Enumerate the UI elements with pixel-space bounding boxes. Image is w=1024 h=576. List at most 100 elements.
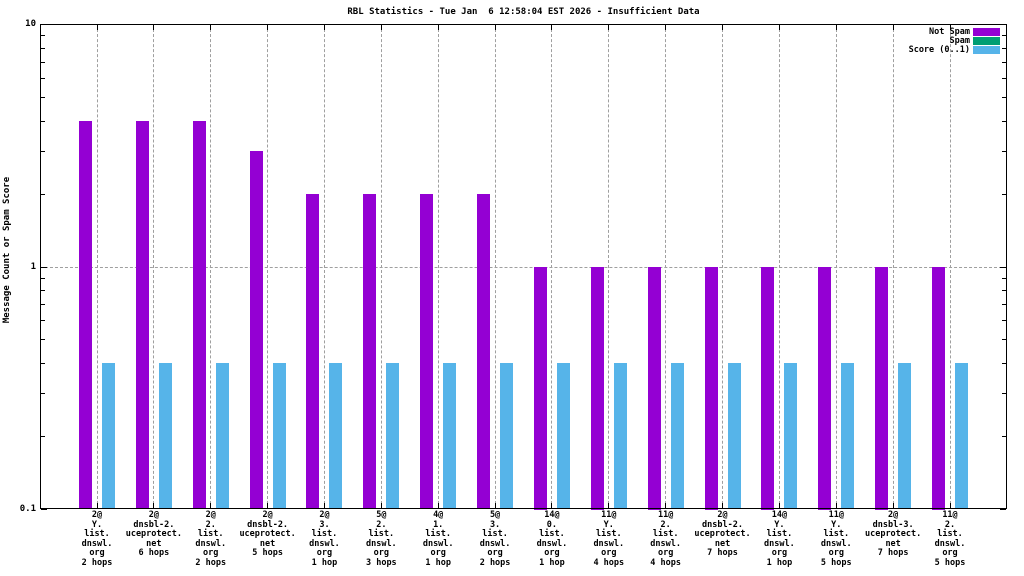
x-gridline	[665, 24, 667, 509]
bar-score	[784, 363, 798, 509]
bar-score	[500, 363, 514, 509]
y-tick-label: 10	[25, 19, 36, 29]
x-tick-top	[494, 25, 496, 30]
bar-score	[102, 363, 115, 509]
bar-score	[272, 363, 286, 509]
bar-not-spam	[932, 267, 945, 510]
x-tick-top	[551, 25, 553, 30]
x-tick-top	[608, 25, 610, 30]
y-tick-minor-left	[41, 151, 45, 152]
bar-score	[613, 363, 627, 509]
y-tick-minor-left	[41, 304, 45, 305]
bar-score	[158, 363, 172, 509]
y-tick-minor-right	[1002, 290, 1006, 291]
x-tick-bottom	[778, 503, 780, 508]
x-tick-bottom	[153, 503, 155, 508]
x-category-label: 14@ 0. list. dnswl. org 1 hop	[536, 510, 568, 568]
x-tick-bottom	[892, 503, 894, 508]
bar-not-spam	[875, 267, 889, 510]
x-tick-top	[665, 25, 667, 30]
y-tick-minor-left	[41, 278, 45, 279]
y-tick-major-left	[41, 509, 47, 510]
y-tick-major-right	[1000, 509, 1006, 510]
x-category-label: 14@ Y. list. dnswl. org 1 hop	[764, 510, 795, 568]
x-gridline	[437, 24, 439, 509]
x-gridline	[494, 24, 496, 509]
x-tick-bottom	[323, 503, 325, 508]
legend-label: Spam	[949, 35, 970, 46]
x-tick-bottom	[267, 503, 269, 508]
y-axis-title: Message Count or Spam Score	[2, 176, 12, 324]
bar-score	[955, 363, 968, 509]
x-gridline	[267, 24, 269, 509]
plot-border	[40, 24, 1007, 509]
y-tick-minor-left	[41, 363, 45, 364]
chart-title: RBL Statistics - Tue Jan 6 12:58:04 EST …	[347, 7, 700, 17]
x-tick-top	[778, 25, 780, 30]
y-tick-minor-left	[41, 393, 45, 394]
bar-not-spam	[590, 267, 604, 510]
bar-not-spam	[761, 267, 775, 510]
y-tick-minor-right	[1002, 78, 1006, 79]
x-gridline	[778, 24, 780, 509]
y-tick-minor-right	[1002, 339, 1006, 340]
y-tick-minor-left	[41, 339, 45, 340]
x-tick-bottom	[437, 503, 439, 508]
x-gridline	[551, 24, 553, 509]
y-tick-minor-left	[41, 62, 45, 63]
x-tick-top	[96, 25, 98, 30]
y-tick-minor-left	[41, 48, 45, 49]
bar-not-spam	[79, 121, 92, 509]
bar-score	[215, 363, 229, 509]
y-tick-major-left	[41, 24, 47, 25]
y-gridline-1	[40, 267, 1007, 268]
x-gridline	[380, 24, 382, 509]
x-gridline	[892, 24, 894, 509]
x-gridline	[722, 24, 724, 509]
bar-not-spam	[704, 267, 718, 510]
x-category-label: 2@ 3. list. dnswl. org 1 hop	[309, 510, 340, 568]
y-tick-minor-right	[1002, 62, 1006, 63]
y-tick-minor-left	[41, 78, 45, 79]
x-tick-bottom	[722, 503, 724, 508]
x-category-label: 5@ 3. list. dnswl. org 2 hops	[479, 510, 511, 568]
legend-swatch-spam	[973, 36, 1000, 45]
x-category-label: 11@ 2. list. dnswl. org 5 hops	[934, 510, 966, 568]
bar-not-spam	[533, 267, 547, 510]
x-tick-top	[835, 25, 837, 30]
y-tick-minor-left	[41, 436, 45, 437]
legend-label: Score (0..1)	[908, 45, 970, 56]
y-tick-minor-left	[41, 121, 45, 122]
x-tick-top	[380, 25, 382, 30]
y-tick-minor-right	[1002, 393, 1006, 394]
x-tick-top	[153, 25, 155, 30]
y-tick-minor-right	[1002, 151, 1006, 152]
x-tick-bottom	[835, 503, 837, 508]
x-tick-top	[210, 25, 212, 30]
x-gridline	[608, 24, 610, 509]
legend-swatch-score-0-1-	[973, 46, 1000, 55]
bar-score	[329, 363, 343, 509]
bar-not-spam	[135, 121, 149, 509]
y-tick-minor-left	[41, 194, 45, 195]
y-tick-minor-right	[1002, 121, 1006, 122]
y-tick-minor-right	[1002, 363, 1006, 364]
bar-not-spam	[477, 194, 491, 509]
x-tick-bottom	[210, 503, 212, 508]
y-tick-minor-left	[41, 290, 45, 291]
y-tick-minor-right	[1002, 35, 1006, 36]
x-gridline	[96, 24, 98, 509]
y-tick-minor-right	[1002, 320, 1006, 321]
bar-not-spam	[420, 194, 434, 509]
x-tick-bottom	[494, 503, 496, 508]
x-gridline	[949, 24, 951, 509]
x-tick-bottom	[380, 503, 382, 508]
x-gridline	[210, 24, 212, 509]
x-category-label: 11@ 2. list. dnswl. org 4 hops	[650, 510, 682, 568]
x-gridline	[153, 24, 155, 509]
x-category-label: 4@ 1. list. dnswl. org 1 hop	[422, 510, 454, 568]
y-tick-minor-left	[41, 97, 45, 98]
bar-not-spam	[363, 194, 377, 509]
y-tick-major-right	[1000, 267, 1006, 268]
y-tick-minor-right	[1002, 97, 1006, 98]
